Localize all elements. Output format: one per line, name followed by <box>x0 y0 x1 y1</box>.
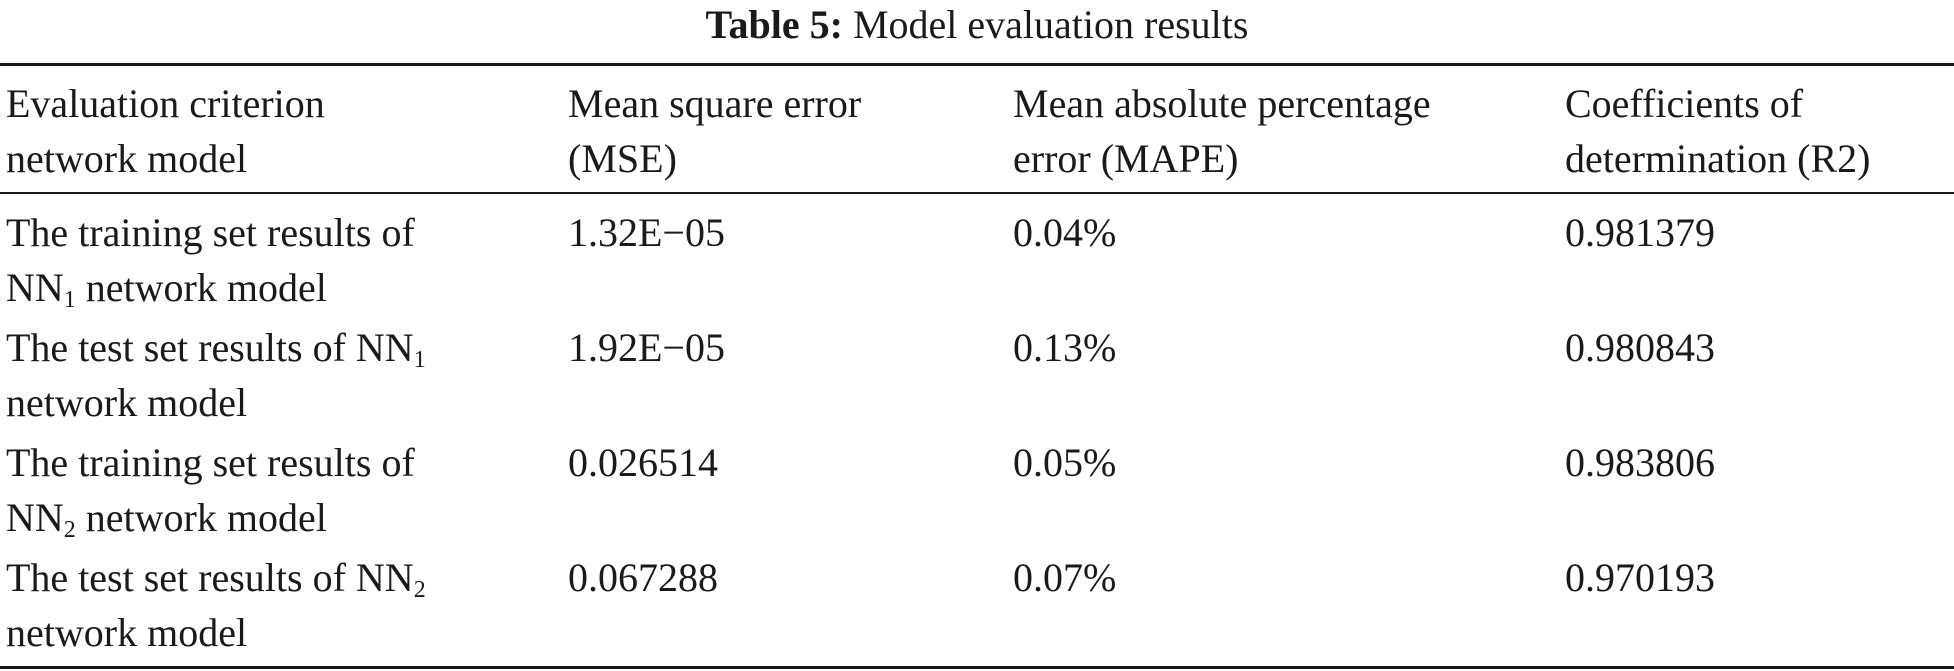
header-mape: Mean absolute percentage error (MAPE) <box>1013 81 1431 181</box>
row-mape-value: 0.07% <box>1013 555 1117 600</box>
row-mse-value: 1.92E−05 <box>568 325 725 370</box>
row-mape-value: 0.04% <box>1013 210 1117 255</box>
table-top-rule <box>0 63 1954 66</box>
row-mape-value: 0.13% <box>1013 325 1117 370</box>
row-r2-value: 0.970193 <box>1565 555 1715 600</box>
row-model-label: The test set results of NN2 network mode… <box>6 555 426 655</box>
row-r2-value: 0.983806 <box>1565 440 1715 485</box>
header-evaluation-criterion: Evaluation criterion network model <box>6 81 325 181</box>
row-r2-value: 0.980843 <box>1565 325 1715 370</box>
table-header-rule <box>0 192 1954 194</box>
table-caption-title: Model evaluation results <box>852 2 1249 47</box>
row-mse-value: 0.026514 <box>568 440 718 485</box>
row-model-label: The test set results of NN1 network mode… <box>6 325 426 425</box>
header-r2: Coefficients of determination (R2) <box>1565 81 1871 181</box>
row-mse-value: 0.067288 <box>568 555 718 600</box>
table-caption: Table 5: Model evaluation results <box>0 0 1954 58</box>
table-caption-label: Table 5: <box>705 2 843 47</box>
row-mape-value: 0.05% <box>1013 440 1117 485</box>
row-model-label: The training set results of NN2 network … <box>6 440 415 543</box>
row-model-label: The training set results of NN1 network … <box>6 210 415 313</box>
header-mse: Mean square error (MSE) <box>568 81 862 181</box>
row-r2-value: 0.981379 <box>1565 210 1715 255</box>
row-mse-value: 1.32E−05 <box>568 210 725 255</box>
table-bottom-rule <box>0 666 1954 669</box>
